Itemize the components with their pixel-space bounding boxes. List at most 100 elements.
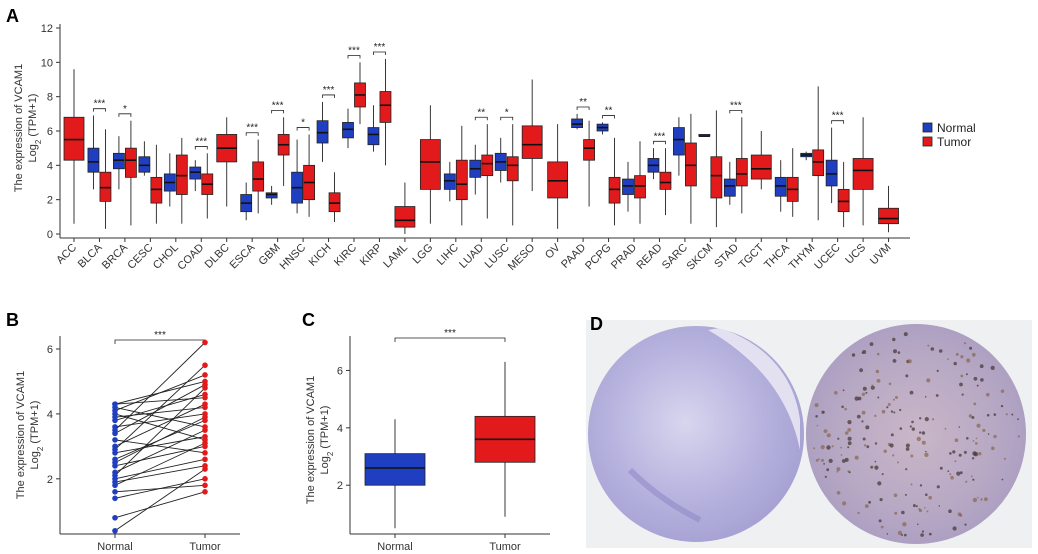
stain-speck: [875, 369, 880, 374]
stain-speck: [939, 466, 943, 470]
subscript: 2: [36, 446, 45, 451]
cancer-group-gbm: ***: [265, 100, 290, 205]
paired-sample: [112, 482, 208, 495]
ihc-normal-pale-region: [708, 328, 800, 450]
stain-speck: [919, 417, 922, 420]
stain-speck: [877, 481, 882, 486]
box-body: [723, 178, 736, 197]
stain-speck: [874, 442, 878, 445]
cancer-group-thym: [800, 86, 825, 221]
box-body: [812, 149, 825, 177]
xtick-label-uvm: UVM: [868, 242, 894, 268]
significance-bracket: [118, 113, 132, 117]
box-tumor: [455, 125, 468, 226]
stain-speck: [973, 402, 977, 406]
stain-speck: [993, 413, 997, 416]
significance-bracket: [729, 110, 743, 114]
box-body: [265, 192, 278, 199]
significance-bracket: [373, 51, 386, 56]
stain-speck: [871, 384, 874, 387]
stain-speck: [886, 406, 889, 409]
box-body: [583, 139, 595, 161]
pair-line: [114, 406, 206, 418]
stain-speck: [947, 358, 949, 360]
stain-speck: [949, 452, 952, 455]
significance-bracket: [500, 116, 514, 121]
stain-speck: [831, 445, 834, 448]
tumor-point: [202, 414, 208, 420]
stain-speck: [897, 461, 899, 464]
box-body: [571, 118, 583, 128]
stain-speck: [892, 337, 896, 342]
box-tumor: [521, 79, 543, 192]
panel-b-label: B: [6, 310, 19, 330]
stain-speck: [928, 495, 932, 500]
tumor-point: [202, 424, 208, 430]
panel-a-ytick-label: 8: [47, 92, 53, 104]
panel-a-ytick-label: 12: [41, 23, 53, 35]
box-tumor: [685, 113, 697, 224]
stain-speck: [840, 446, 842, 449]
stain-speck: [1000, 404, 1004, 408]
box-normal: [364, 419, 426, 529]
stain-speck: [899, 427, 903, 430]
box-body: [138, 156, 151, 173]
box-body: [342, 122, 354, 139]
box-tumor: [63, 69, 85, 224]
box-tumor: [303, 134, 315, 217]
cancer-group-sarc: [673, 113, 697, 224]
subscript: 2: [34, 139, 43, 144]
stain-speck: [980, 498, 983, 501]
stain-speck: [924, 506, 926, 509]
stain-speck: [901, 510, 905, 515]
box-normal: [723, 161, 736, 205]
stain-speck: [863, 444, 867, 447]
stain-speck: [869, 342, 874, 346]
box-normal: [571, 113, 583, 130]
box-tumor: [125, 120, 137, 226]
stain-speck: [844, 407, 847, 411]
box-tumor: [786, 148, 799, 217]
stain-speck: [957, 512, 962, 516]
box-body: [394, 206, 416, 228]
pair-line: [114, 439, 206, 454]
panel-a-ytick-label: 6: [47, 126, 53, 138]
stain-speck: [924, 396, 927, 398]
box-body: [673, 127, 685, 156]
stain-speck: [895, 396, 898, 399]
pair-line: [114, 458, 206, 480]
tumor-point: [202, 362, 208, 369]
stain-speck: [890, 410, 894, 413]
stain-speck: [921, 440, 926, 445]
tumor-point: [202, 489, 208, 495]
panel-a-boxes: *** ***************** ***** **************: [63, 42, 899, 234]
legend-tumor-swatch: [922, 136, 933, 147]
box-body: [99, 171, 112, 202]
tumor-point: [202, 378, 208, 385]
stain-speck: [949, 473, 952, 476]
stain-speck: [892, 398, 895, 401]
cancer-group-stad: ***: [723, 100, 748, 214]
stain-speck: [972, 497, 978, 503]
panel-a-ylabel: The expression of VCAM1: [13, 64, 25, 192]
stain-speck: [904, 493, 907, 496]
box-tumor: [878, 185, 899, 233]
stain-speck: [921, 530, 925, 533]
stain-speck: [836, 470, 839, 473]
pair-line: [114, 442, 206, 486]
stain-speck: [952, 450, 956, 454]
significance-bracket: [474, 116, 488, 121]
normal-point: [112, 527, 118, 534]
box-body: [175, 154, 188, 195]
panel-b-ytick-label: 2: [47, 474, 53, 486]
stain-speck: [826, 445, 831, 450]
box-body: [659, 171, 672, 190]
cancer-group-lusc: *: [494, 107, 519, 226]
stain-speck: [909, 390, 914, 395]
stain-speck: [903, 332, 908, 337]
cancer-group-chol: [163, 137, 188, 224]
pair-line: [114, 406, 206, 428]
stain-speck: [954, 438, 959, 443]
stain-speck: [963, 450, 967, 454]
box-tumor: [328, 172, 341, 222]
